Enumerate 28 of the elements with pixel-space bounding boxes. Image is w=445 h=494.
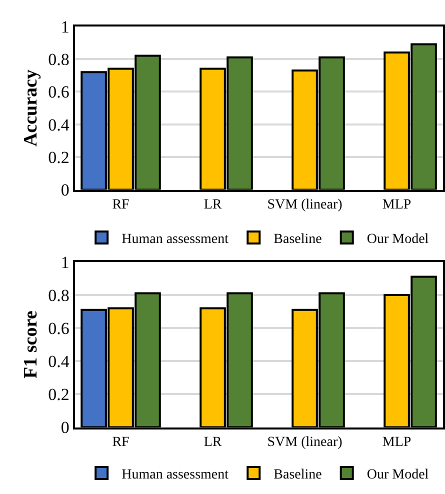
y-tick-label: 1 xyxy=(60,252,70,272)
y-axis-title: F1 score xyxy=(20,310,42,378)
x-tick-label: RF xyxy=(112,435,130,450)
y-tick-label: 0.8 xyxy=(48,50,70,69)
y-tick-label: 0.4 xyxy=(48,115,70,134)
legend-label: Human assessment xyxy=(122,232,229,247)
y-tick-label: 1 xyxy=(60,17,70,36)
legend-label: Our Model xyxy=(366,467,429,482)
x-tick-label: SVM (linear) xyxy=(267,435,343,450)
legend-label: Human assessment xyxy=(122,467,229,482)
x-tick-label: RF xyxy=(112,198,130,213)
y-tick-label: 0.4 xyxy=(48,352,70,372)
legend-label: Baseline xyxy=(274,232,322,247)
x-tick-label: LR xyxy=(204,435,222,450)
legend-label: Baseline xyxy=(274,467,322,482)
x-tick-label: SVM (linear) xyxy=(267,198,343,213)
y-tick-label: 0.8 xyxy=(48,286,70,305)
y-tick-label: 0 xyxy=(60,180,70,200)
legend-label: Our Model xyxy=(366,232,429,247)
x-tick-label: MLP xyxy=(382,198,412,213)
y-tick-label: 0 xyxy=(60,418,70,438)
y-axis-title: Accuracy xyxy=(20,69,42,147)
y-tick-label: 0.6 xyxy=(48,82,70,102)
y-tick-label: 0.2 xyxy=(48,148,70,168)
y-tick-label: 0.6 xyxy=(48,318,70,338)
x-tick-label: MLP xyxy=(382,435,412,450)
y-tick-label: 0.2 xyxy=(48,385,70,404)
x-tick-label: LR xyxy=(204,198,222,213)
